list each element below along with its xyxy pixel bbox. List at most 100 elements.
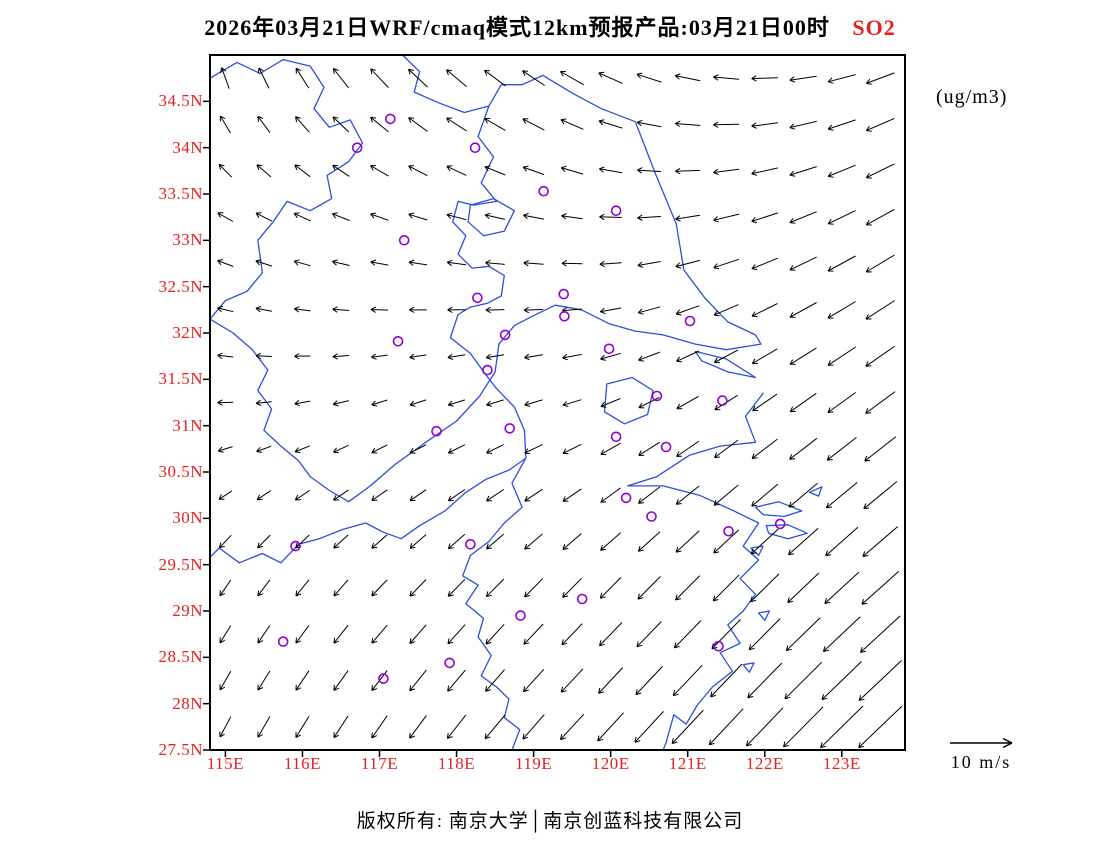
wind-arrow (524, 578, 543, 598)
wind-arrow (785, 617, 821, 652)
wind-arrow (523, 212, 544, 220)
wind-arrow (219, 579, 232, 597)
station-marker (392, 335, 404, 347)
wind-arrow (675, 120, 701, 128)
wind-arrow (865, 254, 895, 273)
coastline-path (694, 350, 757, 379)
wind-arrow (562, 399, 582, 407)
wind-arrow (524, 444, 543, 454)
station-marker (431, 425, 442, 437)
station-marker (610, 431, 622, 443)
wind-arrow (409, 306, 427, 313)
station-marker (684, 315, 696, 327)
wind-arrow (751, 303, 778, 317)
station-marker (646, 511, 657, 522)
lon-tick-label: 122E (745, 754, 784, 773)
station-marker (469, 142, 481, 153)
wind-arrow (827, 392, 856, 413)
wind-arrow (370, 259, 389, 266)
wind-arrow (714, 439, 739, 459)
lat-tick-label: 29N (172, 601, 203, 620)
wind-arrow (257, 625, 271, 644)
wind-arrow (789, 211, 817, 224)
wind-arrow (597, 712, 624, 742)
wind-arrow (332, 68, 349, 89)
wind-arrow (675, 305, 700, 316)
lon-tick-label: 118E (437, 754, 476, 773)
wind-arrow (255, 306, 272, 313)
wind-arrow (408, 68, 428, 88)
station-marker (713, 640, 724, 652)
wind-arrow (331, 212, 350, 222)
wind-arrow (447, 399, 466, 407)
coastline-path (348, 304, 762, 503)
wind-arrow (860, 615, 901, 653)
wind-arrow (561, 623, 583, 646)
lon-tick-label: 119E (514, 754, 553, 773)
wind-arrow (638, 396, 660, 409)
wind-arrow (599, 307, 622, 315)
wind-arrow (827, 301, 856, 319)
wind-arrow (522, 165, 545, 176)
wind-arrow (712, 574, 740, 602)
lon-tick-label: 123E (822, 754, 861, 773)
wind-arrow (256, 445, 272, 453)
wind-arrow (484, 118, 506, 131)
wind-arrow (713, 258, 739, 270)
wind-arrow (332, 259, 350, 266)
wind-scale-label: 10 m/s (950, 752, 1012, 772)
wind-arrow (789, 437, 818, 460)
wind-arrow (446, 212, 467, 221)
wind-arrow (486, 399, 504, 407)
coastline-path (467, 197, 516, 237)
reference-arrow (950, 737, 1013, 749)
wind-arrow (257, 579, 271, 597)
wind-arrow (523, 623, 544, 645)
lon-tick-label: 115E (206, 754, 245, 773)
lat-tick-label: 33.5N (158, 184, 203, 203)
wind-arrow (745, 707, 784, 747)
wind-arrow (562, 533, 582, 550)
wind-arrow (827, 119, 856, 131)
wind-arrow (219, 625, 232, 644)
wind-arrow (446, 69, 467, 87)
coastline-path (626, 392, 764, 524)
wind-arrow (560, 165, 584, 175)
wind-arrow (371, 444, 388, 454)
wind-arrow (675, 167, 701, 175)
wind-arrow (824, 571, 860, 604)
wind-arrow (827, 346, 856, 366)
station-marker (378, 673, 389, 684)
wind-arrow (789, 347, 817, 365)
wind-arrow (713, 349, 739, 364)
wind-arrow (484, 212, 506, 220)
wind-arrow (333, 624, 349, 644)
wind-arrow (638, 441, 660, 456)
wind-arrow (713, 304, 739, 317)
wind-arrow (371, 534, 388, 549)
wind-arrow (484, 69, 506, 87)
wind-arrow (295, 715, 310, 738)
wind-arrow (865, 345, 896, 367)
wind-arrow (789, 166, 817, 177)
wind-arrow (598, 667, 624, 694)
wind-arrow (747, 662, 783, 699)
wind-arrow (524, 399, 543, 407)
station-marker (538, 185, 549, 197)
lat-tick-label: 28.5N (158, 647, 203, 667)
wind-arrow (560, 118, 584, 130)
page-title-text: 2026年03月21日WRF/cmaq模式12km预报产品:03月21日00时 (204, 15, 830, 40)
wind-arrow (562, 353, 582, 361)
wind-arrow (561, 260, 583, 267)
coastline-path (765, 524, 808, 540)
wind-arrow (826, 437, 857, 461)
wind-arrow (255, 399, 272, 406)
wind-arrow (447, 353, 466, 360)
wind-arrow (865, 117, 895, 132)
wind-arrow (408, 117, 428, 132)
wind-arrow (675, 259, 700, 269)
wind-arrow (865, 208, 895, 226)
wind-arrow (257, 534, 271, 549)
wind-arrow (600, 352, 621, 361)
wind-arrow (560, 713, 585, 741)
